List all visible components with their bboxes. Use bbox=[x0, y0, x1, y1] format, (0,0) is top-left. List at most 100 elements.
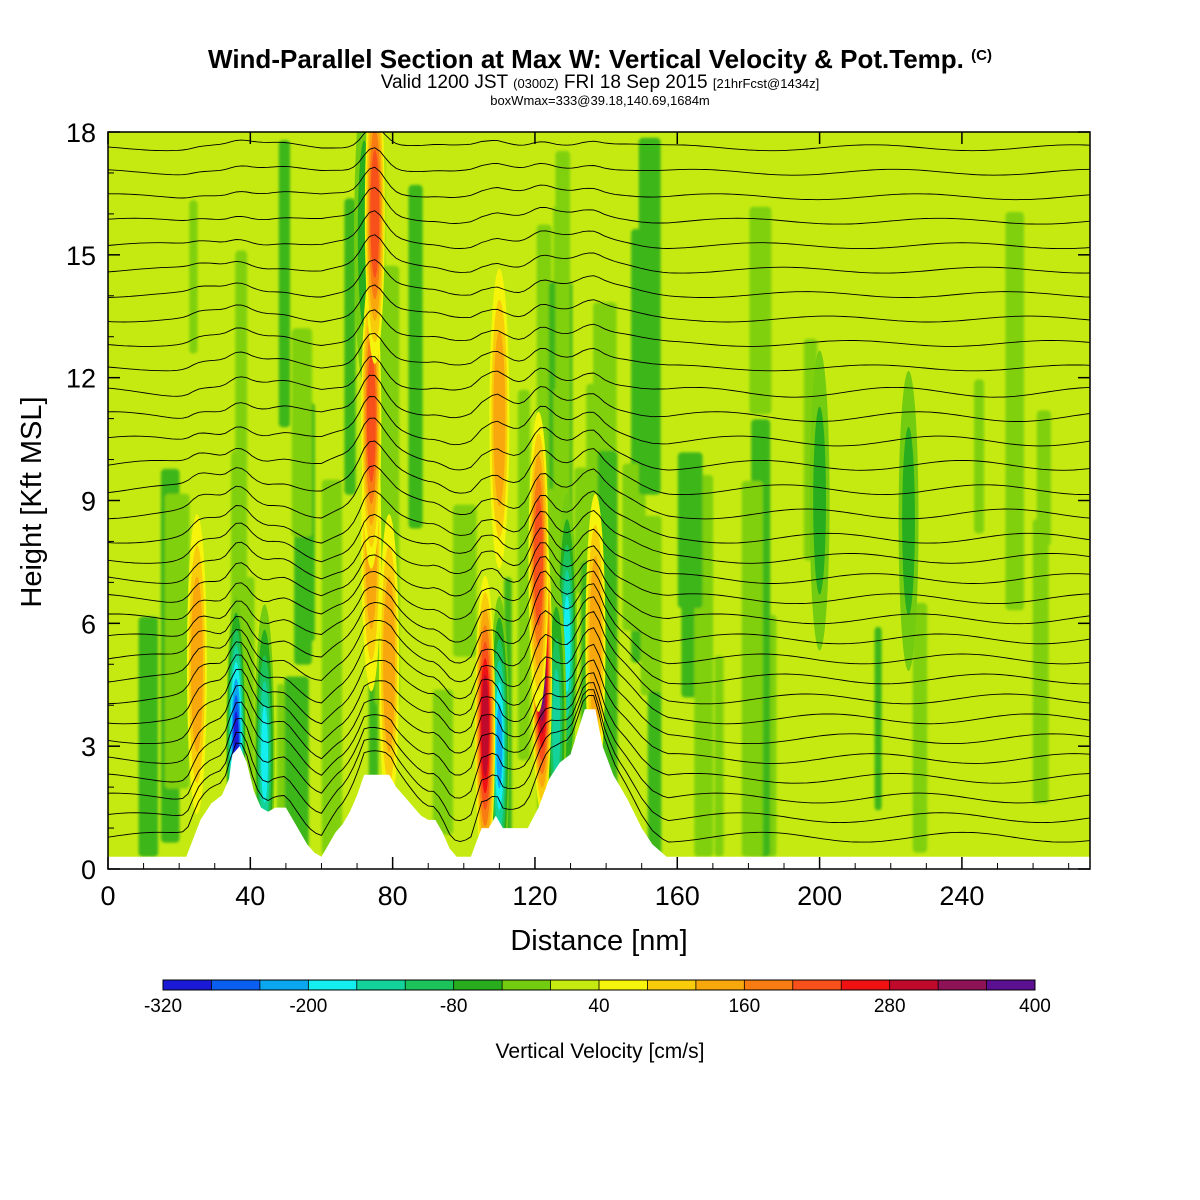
y-tick-label: 9 bbox=[81, 487, 96, 517]
axes: 0 40 80 120 160 200 240 0 3 6 9 12 15 18 bbox=[66, 118, 1090, 911]
theta-contour bbox=[108, 490, 1090, 544]
descent-streak bbox=[912, 602, 928, 853]
descent-streak bbox=[452, 504, 477, 657]
colorbar-label: -320 bbox=[144, 996, 182, 1017]
theta-contour bbox=[108, 284, 1090, 323]
descent-streak bbox=[291, 328, 313, 537]
colorbar-swatch bbox=[647, 980, 697, 990]
theta-contour bbox=[108, 166, 1090, 201]
updraft-level bbox=[535, 519, 542, 605]
valid-time: Valid 1200 JST bbox=[380, 72, 508, 93]
x-tick-label: 240 bbox=[939, 881, 984, 911]
theta-contour bbox=[108, 643, 1090, 745]
colorbar-swatch bbox=[792, 980, 842, 990]
theta-contour bbox=[108, 396, 1090, 447]
chart-title: Wind-Parallel Section at Max W: Vertical… bbox=[0, 44, 1200, 75]
theta-contour bbox=[108, 672, 1090, 784]
x-axis-title: Distance [nm] bbox=[510, 925, 687, 957]
theta-contours bbox=[108, 132, 1090, 843]
descent-streak bbox=[638, 137, 661, 495]
colorbar-swatch bbox=[308, 980, 358, 990]
y-tick-label: 3 bbox=[81, 732, 96, 762]
x-tick-label: 120 bbox=[512, 881, 557, 911]
theta-contour bbox=[108, 583, 1090, 665]
y-tick-label: 6 bbox=[81, 609, 96, 639]
y-tick-label: 12 bbox=[66, 364, 96, 394]
downdraft-level bbox=[496, 703, 503, 789]
colorbar-swatch bbox=[841, 980, 891, 990]
descent-streak bbox=[677, 452, 703, 609]
x-tick-label: 0 bbox=[100, 881, 115, 911]
colorbar: -320 -200 -80 40 160 280 400 bbox=[144, 979, 1051, 1017]
chart-title-text: Wind-Parallel Section at Max W: Vertical… bbox=[208, 44, 964, 74]
descent-streak bbox=[138, 616, 159, 857]
x-tick-label: 40 bbox=[235, 881, 265, 911]
theta-contour bbox=[108, 465, 1090, 520]
copyright-mark: (C) bbox=[971, 47, 992, 64]
theta-contour bbox=[108, 132, 1090, 152]
theta-contour bbox=[108, 356, 1090, 398]
descent-streak bbox=[517, 389, 530, 761]
theta-contour bbox=[108, 440, 1090, 496]
terrain bbox=[108, 709, 1090, 869]
theta-contour bbox=[108, 689, 1090, 824]
colorbar-swatch bbox=[163, 980, 212, 990]
updraft-core bbox=[186, 514, 207, 815]
descent-streak bbox=[1036, 410, 1051, 547]
theta-contour bbox=[108, 596, 1090, 685]
x-tick-label: 160 bbox=[655, 881, 700, 911]
downdraft-level bbox=[902, 426, 915, 615]
descent-streak bbox=[344, 198, 356, 495]
colorbar-swatch bbox=[550, 980, 600, 990]
descent-streak bbox=[189, 200, 198, 354]
colorbar-swatch bbox=[405, 980, 455, 990]
colorbar-swatch bbox=[211, 980, 261, 990]
y-tick-label: 0 bbox=[81, 855, 96, 885]
updraft-level bbox=[385, 607, 394, 721]
colorbar-swatch bbox=[889, 980, 939, 990]
colorbar-title: Vertical Velocity [cm/s] bbox=[496, 1040, 705, 1063]
y-axis-title: Height [Kft MSL] bbox=[16, 396, 48, 607]
colorbar-swatch bbox=[744, 980, 794, 990]
colorbar-label: 400 bbox=[1019, 996, 1051, 1017]
downdraft-core bbox=[898, 370, 919, 671]
theta-contour bbox=[108, 259, 1090, 298]
updraft-core bbox=[364, 132, 385, 364]
updraft-level bbox=[371, 171, 378, 257]
descent-streak bbox=[1032, 518, 1049, 804]
theta-contour bbox=[108, 234, 1090, 274]
descent-streak bbox=[1005, 212, 1025, 611]
updraft-core bbox=[489, 268, 510, 569]
x-tick-label: 200 bbox=[797, 881, 842, 911]
descent-streak bbox=[714, 655, 724, 857]
colorbar-label: 160 bbox=[728, 996, 760, 1017]
valid-date: FRI 18 Sep 2015 bbox=[563, 72, 708, 93]
theta-contour bbox=[108, 332, 1090, 372]
theta-contour bbox=[108, 695, 1090, 843]
colorbar-swatch bbox=[453, 980, 503, 990]
y-tick-label: 15 bbox=[66, 241, 96, 271]
descent-streak bbox=[748, 616, 759, 857]
theta-contour bbox=[108, 417, 1090, 471]
downdraft-level bbox=[261, 706, 269, 803]
colorbar-swatch bbox=[695, 980, 745, 990]
downdraft-level bbox=[552, 669, 561, 783]
theta-contour bbox=[108, 309, 1090, 347]
downdraft-core bbox=[254, 604, 275, 869]
colorbar-swatch bbox=[986, 980, 1036, 990]
theta-contour bbox=[108, 147, 1090, 176]
theta-contour bbox=[108, 627, 1090, 725]
theta-contour bbox=[108, 556, 1090, 625]
theta-contour bbox=[108, 210, 1090, 250]
descent-streak bbox=[749, 206, 772, 415]
downdraft-level bbox=[813, 406, 826, 595]
theta-contour bbox=[108, 186, 1090, 225]
descent-streak bbox=[622, 463, 646, 631]
updraft-level bbox=[192, 607, 201, 721]
descent-streak bbox=[164, 493, 190, 789]
descent-streak bbox=[235, 250, 248, 704]
colorbar-label: 280 bbox=[874, 996, 906, 1017]
box-wmax-info: boxWmax=333@39.18,140.69,1684m bbox=[490, 93, 710, 108]
theta-contour bbox=[108, 374, 1090, 423]
